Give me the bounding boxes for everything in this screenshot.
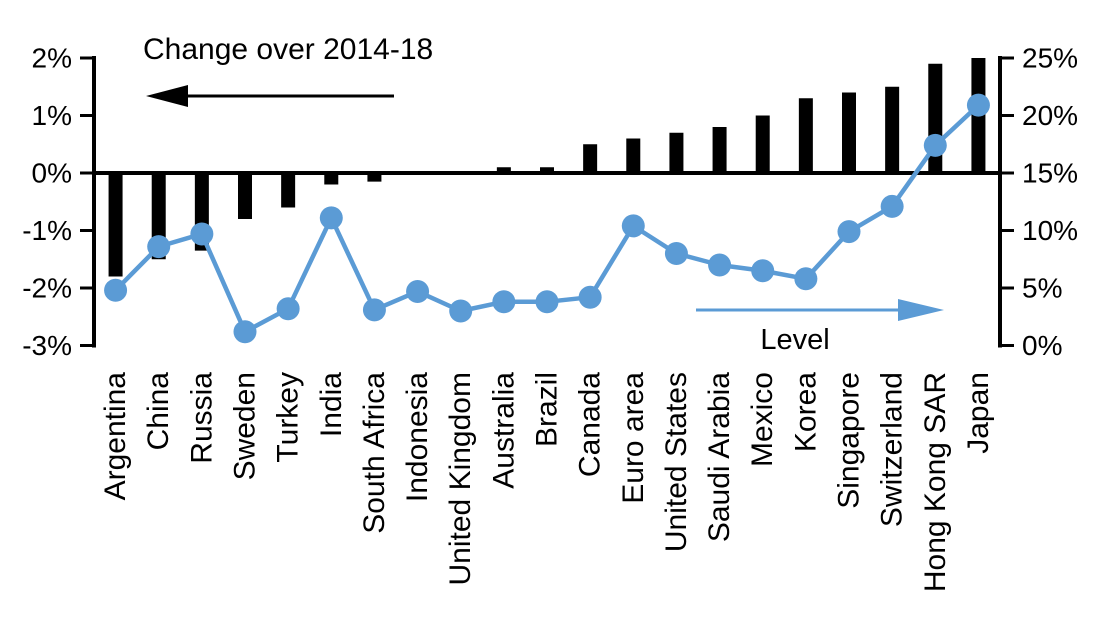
right-axis: 25% 20% 15% 10% 5% 0% [998, 43, 1078, 361]
marker-switzerland [880, 194, 904, 218]
bar-india [324, 173, 339, 185]
marker-euro-area [621, 214, 645, 238]
bar-korea [798, 98, 813, 173]
marker-turkey [276, 297, 300, 321]
right-axis-tick-label: 0% [1022, 330, 1062, 361]
bar-mexico [755, 115, 770, 173]
marker-sweden [233, 320, 257, 344]
level-line-series [104, 93, 990, 344]
right-axis-tick-label: 15% [1022, 158, 1078, 189]
right-axis-tick-label: 20% [1022, 100, 1078, 131]
x-label-australia: Australia [487, 372, 520, 489]
left-axis-tick-label: 1% [32, 100, 72, 131]
left-axis-tick-label: 0% [32, 158, 72, 189]
left-axis-tick-label: 2% [32, 43, 72, 74]
x-label-canada: Canada [574, 372, 607, 477]
marker-hong-kong-sar [923, 133, 947, 157]
right-axis-tick-label: 25% [1022, 43, 1078, 74]
marker-singapore [837, 220, 861, 244]
bar-sweden [238, 173, 252, 219]
x-label-hong-kong-sar: Hong Kong SAR [919, 372, 952, 592]
marker-mexico [751, 259, 775, 283]
x-label-indonesia: Indonesia [401, 372, 434, 502]
bar-singapore [842, 92, 856, 173]
left-axis-tick-label: -1% [22, 215, 72, 246]
marker-indonesia [406, 279, 430, 303]
right-axis-tick-label: 5% [1022, 273, 1062, 304]
bar-switzerland [885, 86, 900, 173]
marker-india [319, 206, 343, 230]
marker-brazil [535, 290, 559, 314]
left-axis-tick-label: -2% [22, 273, 72, 304]
x-label-korea: Korea [789, 372, 822, 452]
x-label-turkey: Turkey [272, 372, 305, 463]
bar-euro-area [626, 138, 641, 173]
annotation-change: Change over 2014-18 [143, 33, 433, 107]
marker-australia [492, 290, 516, 314]
change-arrow-head-icon [146, 85, 188, 107]
x-label-saudi-arabia: Saudi Arabia [703, 372, 736, 542]
level-arrow-head-icon [898, 299, 944, 321]
left-axis-tick-label: -3% [22, 330, 72, 361]
bar-saudi-arabia [712, 127, 727, 173]
marker-argentina [104, 278, 128, 302]
annotation-change-label: Change over 2014-18 [143, 33, 433, 66]
bar-australia [496, 167, 511, 173]
marker-united-states [664, 242, 688, 265]
bar-south-africa [367, 173, 382, 182]
marker-saudi-arabia [708, 253, 732, 277]
marker-china [147, 235, 171, 259]
x-label-argentina: Argentina [99, 372, 132, 501]
bar-turkey [281, 173, 296, 208]
x-axis-labels: Argentina China Russia Sweden Turkey India Sou… [99, 372, 995, 592]
x-label-south-africa: South Africa [358, 372, 391, 534]
x-label-mexico: Mexico [746, 372, 779, 467]
x-label-singapore: Singapore [833, 372, 866, 509]
x-label-brazil: Brazil [531, 372, 564, 447]
annotation-level: Level [696, 299, 944, 356]
marker-russia [190, 222, 214, 246]
x-label-euro-area: Euro area [617, 372, 650, 504]
x-label-switzerland: Switzerland [876, 372, 909, 527]
x-label-india: India [315, 372, 348, 437]
marker-korea [794, 267, 818, 291]
right-axis-tick-label: 10% [1022, 215, 1078, 246]
marker-canada [578, 285, 602, 309]
annotation-level-label: Level [760, 324, 829, 356]
marker-united-kingdom [449, 299, 473, 323]
bar-brazil [540, 167, 554, 173]
bar-canada [583, 144, 598, 173]
x-label-sweden: Sweden [229, 372, 262, 480]
bars-series [108, 58, 986, 277]
bar-united-states [669, 132, 684, 173]
left-axis: 2% 1% 0% -1% -2% -3% [22, 43, 96, 361]
marker-japan [966, 93, 990, 117]
x-label-russia: Russia [185, 372, 218, 464]
x-label-china: China [142, 372, 175, 451]
bar-argentina [108, 173, 123, 277]
x-label-japan: Japan [962, 372, 995, 454]
marker-south-africa [362, 298, 386, 322]
x-label-united-states: United States [660, 372, 693, 552]
x-label-united-kingdom: United Kingdom [444, 372, 477, 585]
